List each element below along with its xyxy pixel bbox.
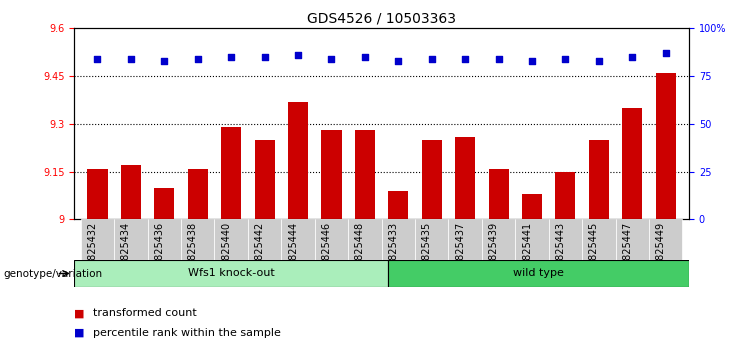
Text: GSM825440: GSM825440 [222, 222, 231, 281]
Bar [147, 219, 181, 260]
Text: GSM825433: GSM825433 [388, 222, 399, 281]
Bar [114, 219, 147, 260]
Bar [288, 102, 308, 219]
Point [125, 56, 137, 62]
Point [393, 58, 405, 64]
Bar [87, 169, 107, 219]
Text: GSM825437: GSM825437 [455, 222, 465, 281]
Text: GSM825445: GSM825445 [589, 222, 599, 281]
Point [459, 56, 471, 62]
Bar [154, 188, 174, 219]
Point [426, 56, 438, 62]
Bar [455, 137, 475, 219]
Text: genotype/variation: genotype/variation [4, 269, 103, 279]
Text: GSM825441: GSM825441 [522, 222, 532, 281]
Bar [181, 219, 214, 260]
Point [593, 58, 605, 64]
Bar [382, 219, 415, 260]
Text: ■: ■ [74, 308, 84, 318]
Text: transformed count: transformed count [93, 308, 196, 318]
Bar [649, 219, 682, 260]
Point [259, 54, 270, 60]
Text: Wfs1 knock-out: Wfs1 knock-out [187, 268, 275, 279]
Bar [74, 260, 388, 287]
Bar [415, 219, 448, 260]
Bar [255, 140, 275, 219]
Bar [322, 130, 342, 219]
Bar [187, 169, 207, 219]
Bar [556, 172, 576, 219]
Text: GSM825442: GSM825442 [255, 222, 265, 281]
Bar [522, 194, 542, 219]
Bar [589, 140, 609, 219]
Bar [221, 127, 242, 219]
Bar [282, 219, 315, 260]
Title: GDS4526 / 10503363: GDS4526 / 10503363 [307, 12, 456, 26]
Text: GSM825438: GSM825438 [187, 222, 198, 281]
Text: GSM825446: GSM825446 [322, 222, 331, 281]
Text: GSM825434: GSM825434 [121, 222, 131, 281]
Point [559, 56, 571, 62]
Text: ■: ■ [74, 328, 84, 338]
Bar [515, 219, 549, 260]
Bar [388, 191, 408, 219]
Text: GSM825449: GSM825449 [656, 222, 665, 281]
Text: GSM825435: GSM825435 [422, 222, 432, 281]
Text: percentile rank within the sample: percentile rank within the sample [93, 328, 281, 338]
Point [292, 52, 304, 58]
Bar [656, 73, 676, 219]
Point [92, 56, 104, 62]
Point [159, 58, 170, 64]
Text: GSM825443: GSM825443 [556, 222, 565, 281]
Bar [315, 219, 348, 260]
Point [359, 54, 370, 60]
Point [526, 58, 538, 64]
Text: GSM825432: GSM825432 [87, 222, 98, 281]
Point [325, 56, 337, 62]
Bar [248, 219, 282, 260]
Bar [355, 130, 375, 219]
Bar [482, 219, 515, 260]
Bar [616, 219, 649, 260]
Bar [214, 219, 248, 260]
Bar [448, 219, 482, 260]
Bar [81, 219, 114, 260]
Bar [622, 108, 642, 219]
Text: wild type: wild type [514, 268, 564, 279]
Bar [582, 219, 616, 260]
Text: GSM825439: GSM825439 [488, 222, 499, 281]
Text: GSM825447: GSM825447 [622, 222, 632, 281]
Text: GSM825444: GSM825444 [288, 222, 298, 281]
Bar [388, 260, 689, 287]
Bar [348, 219, 382, 260]
Point [626, 54, 638, 60]
Point [225, 54, 237, 60]
Point [192, 56, 204, 62]
Bar [422, 140, 442, 219]
Text: GSM825436: GSM825436 [154, 222, 165, 281]
Text: GSM825448: GSM825448 [355, 222, 365, 281]
Point [659, 50, 671, 56]
Bar [121, 165, 141, 219]
Point [493, 56, 505, 62]
Bar [488, 169, 508, 219]
Bar [549, 219, 582, 260]
